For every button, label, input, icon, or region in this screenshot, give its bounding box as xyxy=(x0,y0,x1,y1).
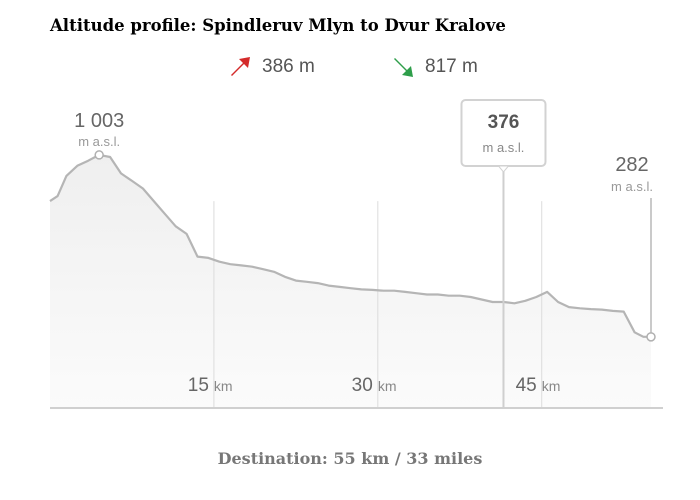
destination-summary: Destination: 55 km / 33 miles xyxy=(217,449,483,468)
descent-value: 817 m xyxy=(425,56,478,77)
x-tick-unit: km xyxy=(378,378,397,394)
arrow-up-right-icon xyxy=(231,57,250,76)
x-tick-label: 15 xyxy=(188,375,209,396)
annotation-unit: m a.s.l. xyxy=(483,140,525,155)
annotation-pointer xyxy=(497,165,510,173)
ascent-value: 386 m xyxy=(262,56,315,77)
annotation-box xyxy=(460,99,547,167)
x-tick-unit: km xyxy=(542,378,561,394)
descent-stat: 817 m xyxy=(391,55,478,79)
page-title: Altitude profile: Spindleruv Mlyn to Dvu… xyxy=(50,16,506,35)
x-tick-label: 30 xyxy=(352,375,373,396)
altitude-line xyxy=(49,153,651,338)
annotation-value: 1 003 xyxy=(74,110,124,132)
annotation-unit: m a.s.l. xyxy=(78,134,120,149)
x-tick-label: 45 xyxy=(516,375,537,396)
annotation-marker xyxy=(646,332,656,342)
area-fill xyxy=(50,154,651,408)
arrow-down-right-icon xyxy=(394,58,413,77)
x-tick-unit: km xyxy=(214,378,233,394)
annotation-unit: m a.s.l. xyxy=(611,179,653,194)
ascent-stat: 386 m xyxy=(228,55,315,79)
annotation-value: 282 xyxy=(615,154,648,176)
annotation-value: 376 xyxy=(488,112,520,133)
annotation-marker xyxy=(94,150,104,160)
elevation-stats: 386 m 817 m xyxy=(0,55,700,89)
